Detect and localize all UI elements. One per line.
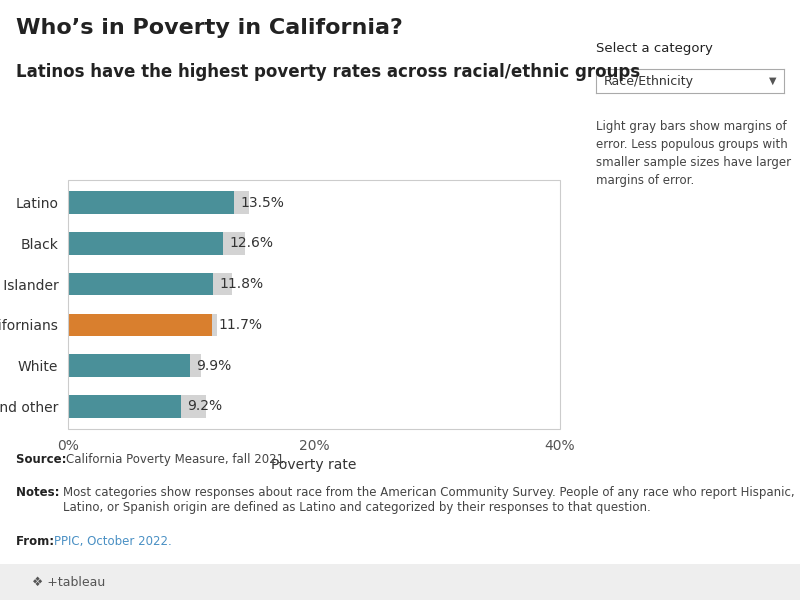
Text: 9.2%: 9.2% — [187, 400, 222, 413]
Text: Source:: Source: — [16, 453, 70, 466]
Text: Latinos have the highest poverty rates across racial/ethnic groups: Latinos have the highest poverty rates a… — [16, 63, 640, 81]
Text: From:: From: — [16, 535, 58, 548]
Text: Select a category: Select a category — [596, 42, 713, 55]
Bar — [68, 273, 213, 295]
Bar — [68, 314, 217, 336]
Bar — [68, 395, 206, 418]
Text: PPIC, October 2022.: PPIC, October 2022. — [54, 535, 172, 548]
Text: 11.7%: 11.7% — [218, 318, 262, 332]
Text: 9.9%: 9.9% — [196, 359, 231, 373]
Text: 13.5%: 13.5% — [240, 196, 284, 209]
Text: ▼: ▼ — [769, 76, 777, 86]
Bar — [68, 191, 249, 214]
Text: ❖ +tableau: ❖ +tableau — [32, 575, 106, 589]
Text: California Poverty Measure, fall 2021.: California Poverty Measure, fall 2021. — [66, 453, 287, 466]
Text: Notes:: Notes: — [16, 486, 64, 499]
Bar — [68, 232, 245, 254]
Bar — [68, 273, 231, 295]
Bar — [68, 232, 223, 254]
Text: Most categories show responses about race from the American Community Survey. Pe: Most categories show responses about rac… — [63, 486, 795, 514]
Text: Race/Ethnicity: Race/Ethnicity — [603, 74, 694, 88]
Bar — [68, 355, 201, 377]
Bar — [68, 314, 212, 336]
X-axis label: Poverty rate: Poverty rate — [271, 458, 357, 472]
Bar — [68, 395, 181, 418]
Text: 12.6%: 12.6% — [229, 236, 273, 250]
Text: 11.8%: 11.8% — [219, 277, 263, 291]
Text: Light gray bars show margins of
error. Less populous groups with
smaller sample : Light gray bars show margins of error. L… — [596, 120, 791, 187]
Text: Who’s in Poverty in California?: Who’s in Poverty in California? — [16, 18, 403, 38]
Bar — [68, 355, 190, 377]
Bar — [68, 191, 234, 214]
